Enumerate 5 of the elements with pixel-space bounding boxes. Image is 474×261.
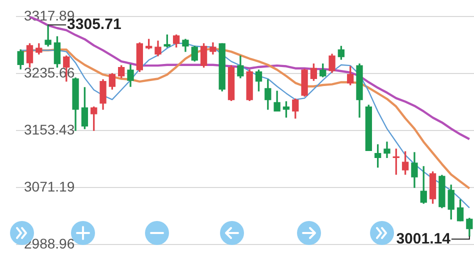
y-tick-label: 2988.96 — [24, 235, 75, 252]
y-tick-label: 3153.43 — [24, 121, 75, 138]
y-tick-label: 3071.19 — [24, 178, 75, 194]
annotation: 3001.14 — [396, 230, 452, 248]
candlestick — [44, 24, 52, 47]
